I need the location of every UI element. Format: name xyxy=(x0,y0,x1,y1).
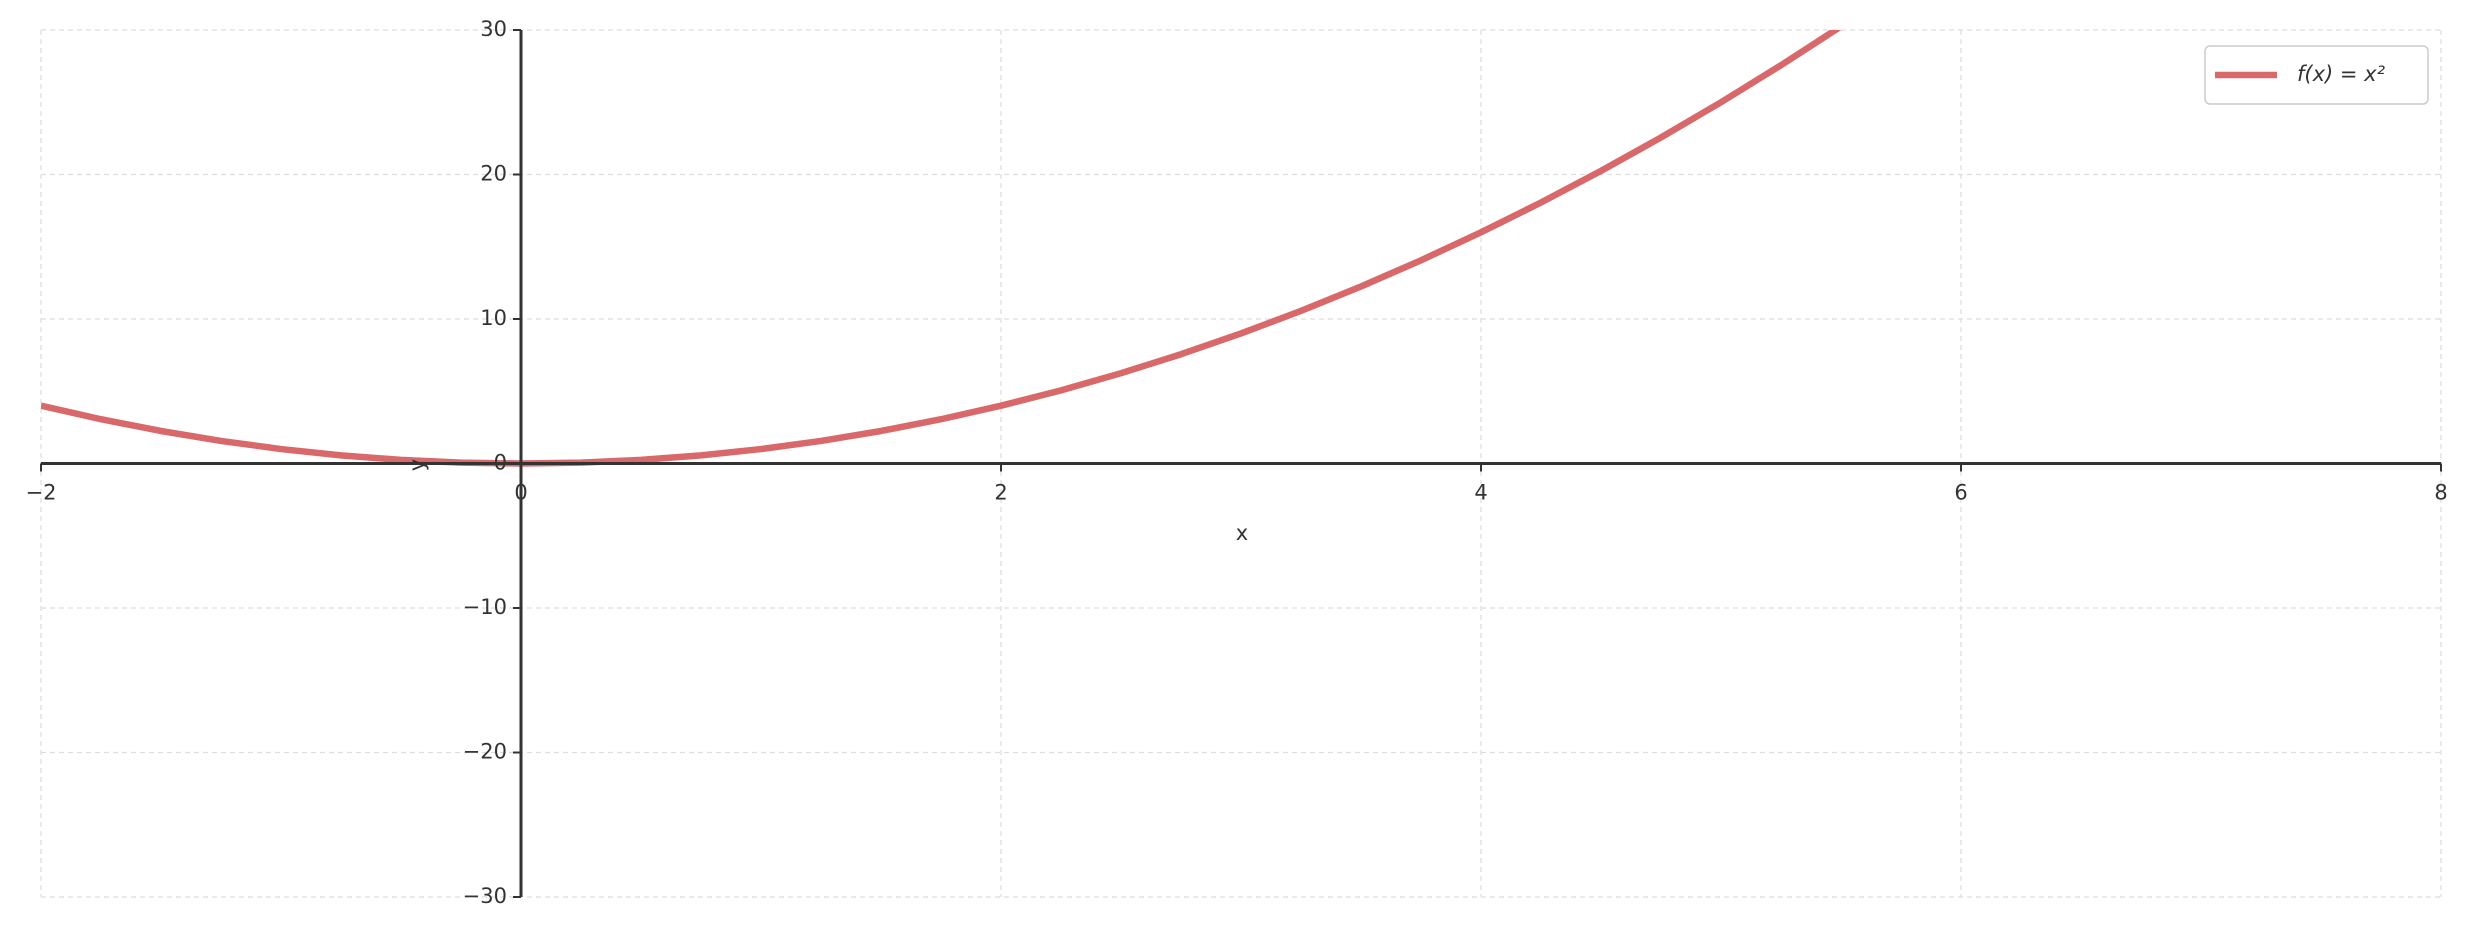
legend-box xyxy=(2204,45,2429,105)
y-axis-label: y xyxy=(405,459,429,471)
line-series xyxy=(41,30,1842,467)
x-tick-label: 6 xyxy=(1954,481,1967,505)
axes: −202468−30−20−100102030 xyxy=(26,17,2448,908)
y-tick-label: −20 xyxy=(463,740,507,764)
legend: f(x) = x² xyxy=(2204,45,2429,105)
x-tick-label: −2 xyxy=(26,481,57,505)
y-tick-label: 20 xyxy=(480,162,507,186)
legend-label: f(x) = x² xyxy=(2297,62,2386,86)
x-tick-label: 4 xyxy=(1474,481,1487,505)
y-tick-label: −30 xyxy=(463,884,507,908)
plot-area xyxy=(41,30,1842,467)
y-tick-label: 10 xyxy=(480,306,507,330)
y-tick-label: 30 xyxy=(480,17,507,41)
y-tick-label: −10 xyxy=(463,595,507,619)
x-axis-label: x xyxy=(1236,521,1248,545)
x-tick-label: 8 xyxy=(2434,481,2447,505)
x-tick-label: 2 xyxy=(994,481,1007,505)
